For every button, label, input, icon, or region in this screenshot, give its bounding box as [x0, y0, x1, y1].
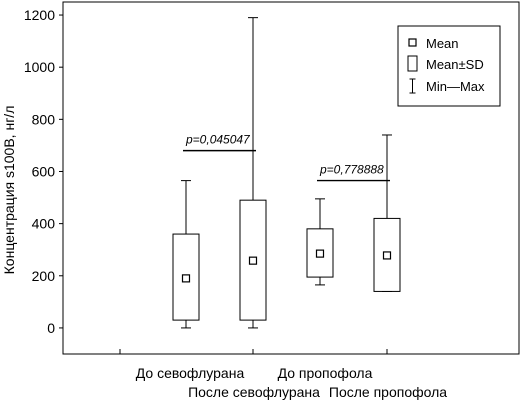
x-axis: До севофлурана После севофлурана До пропоф… — [119, 349, 447, 400]
mean-marker — [315, 249, 325, 258]
plot-frame — [62, 1, 520, 355]
legend: Mean Mean±SD Min—Max — [397, 25, 501, 107]
legend-label: Min—Max — [426, 79, 485, 94]
y-axis-title: Концентрация s100B, нг/л — [1, 106, 17, 275]
y-tick-label: 200 — [32, 268, 56, 284]
annotations-layer: p=0,045047 p=0,778888 — [183, 133, 390, 182]
x-category-label: После пропофола — [329, 384, 447, 400]
y-tick-label: 800 — [32, 111, 56, 127]
y-tick-label: 1000 — [24, 59, 55, 75]
legend-sd-symbol — [407, 55, 418, 72]
p-value-label: p=0,045047 — [185, 133, 251, 147]
boxes-layer — [172, 17, 401, 329]
box-group — [306, 198, 334, 286]
legend-label: Mean — [426, 36, 459, 51]
y-tick-label: 400 — [32, 216, 56, 232]
legend-label: Mean±SD — [426, 57, 484, 72]
y-axis: 0 200 400 600 800 1000 1200 — [24, 7, 63, 336]
box-group — [373, 134, 401, 292]
legend-mean-symbol — [408, 38, 417, 47]
y-tick-label: 600 — [32, 163, 56, 179]
box-group — [172, 180, 200, 329]
y-tick-label: 0 — [47, 320, 55, 336]
x-category-label: До севофлурана — [136, 365, 245, 381]
x-category-label: После севофлурана — [188, 384, 320, 400]
mean-marker — [382, 251, 392, 260]
box-group — [239, 17, 267, 329]
mean-marker — [248, 256, 258, 265]
mean-marker — [181, 274, 191, 283]
y-tick-label: 1200 — [24, 7, 55, 23]
x-category-label: До пропофола — [278, 365, 373, 381]
p-value-label: p=0,778888 — [319, 163, 384, 177]
